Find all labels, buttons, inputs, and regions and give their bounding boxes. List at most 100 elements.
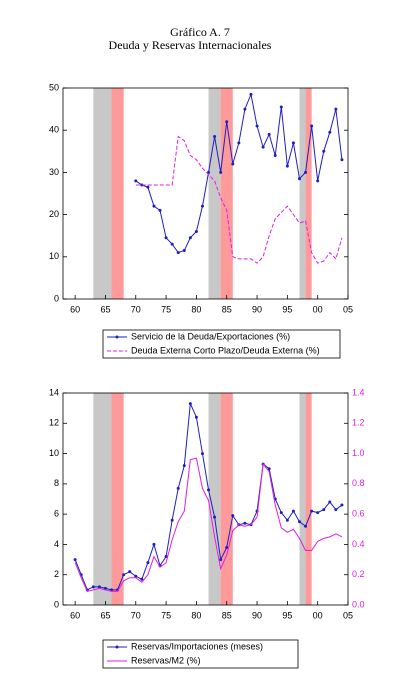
series-line bbox=[74, 457, 343, 592]
y-tick-label: 14 bbox=[49, 387, 59, 397]
y-tick-label: 50 bbox=[49, 82, 59, 92]
series-line bbox=[135, 135, 343, 264]
y2-tick-label: 0.6 bbox=[352, 509, 365, 519]
legend-marker bbox=[115, 335, 119, 339]
y-tick-label: 40 bbox=[49, 125, 59, 135]
series-marker bbox=[225, 545, 229, 549]
series-marker bbox=[310, 124, 314, 128]
y2-tick-label: 0.8 bbox=[352, 478, 365, 488]
series-marker bbox=[176, 251, 180, 255]
x-tick-label: 90 bbox=[252, 304, 262, 314]
series-marker bbox=[291, 141, 295, 145]
chart-title: Gráfico A. 7 bbox=[170, 25, 230, 39]
series-marker bbox=[194, 229, 198, 233]
shaded-period bbox=[299, 88, 306, 299]
y-tick-label: 10 bbox=[49, 251, 59, 261]
x-tick-label: 60 bbox=[70, 304, 80, 314]
legend-label: Reservas/Importaciones (meses) bbox=[131, 641, 263, 651]
shaded-period bbox=[93, 88, 112, 299]
x-tick-label: 80 bbox=[191, 304, 201, 314]
series-marker bbox=[285, 518, 289, 522]
x-tick-label: 75 bbox=[161, 610, 171, 620]
y2-tick-label: 1.0 bbox=[352, 448, 365, 458]
series-marker bbox=[219, 558, 223, 562]
series-marker bbox=[225, 120, 229, 124]
x-tick-label: 70 bbox=[131, 610, 141, 620]
legend-label: Reservas/M2 (%) bbox=[131, 655, 201, 665]
x-tick-label: 85 bbox=[222, 304, 232, 314]
shaded-period bbox=[305, 88, 312, 299]
x-tick-label: 90 bbox=[252, 610, 262, 620]
shaded-period bbox=[93, 393, 112, 605]
y2-tick-label: 1.4 bbox=[352, 387, 365, 397]
series-marker bbox=[334, 508, 338, 512]
y-tick-label: 10 bbox=[49, 448, 59, 458]
series-marker bbox=[328, 130, 332, 134]
series-marker bbox=[188, 236, 192, 240]
x-tick-label: 85 bbox=[222, 610, 232, 620]
y-tick-label: 0 bbox=[54, 293, 59, 303]
series-marker bbox=[316, 511, 320, 515]
legend-box bbox=[102, 639, 299, 669]
x-tick-label: 05 bbox=[343, 610, 353, 620]
y-tick-label: 0 bbox=[54, 599, 59, 609]
legend-label: Deuda Externa Corto Plazo/Deuda Externa … bbox=[131, 345, 320, 355]
series-marker bbox=[310, 509, 314, 513]
series-marker bbox=[200, 452, 204, 456]
series-marker bbox=[279, 511, 283, 515]
series-marker bbox=[146, 561, 150, 565]
series-marker bbox=[255, 124, 259, 128]
x-tick-label: 75 bbox=[161, 304, 171, 314]
plot-frame bbox=[62, 392, 349, 606]
y-tick-label: 20 bbox=[49, 209, 59, 219]
y-tick-label: 2 bbox=[54, 569, 59, 579]
series-marker bbox=[267, 467, 271, 471]
x-tick-label: 65 bbox=[100, 304, 110, 314]
shaded-period bbox=[208, 88, 221, 299]
x-tick-label: 05 bbox=[343, 304, 353, 314]
series-marker bbox=[322, 508, 326, 512]
series-marker bbox=[170, 518, 174, 522]
series-marker bbox=[334, 107, 338, 111]
series-marker bbox=[134, 574, 138, 578]
series-marker bbox=[110, 588, 114, 592]
series-marker bbox=[213, 135, 217, 139]
series-marker bbox=[322, 149, 326, 153]
shaded-period bbox=[299, 393, 306, 605]
series-marker bbox=[285, 164, 289, 168]
series-marker bbox=[146, 185, 150, 189]
series-marker bbox=[170, 242, 174, 246]
y-tick-label: 12 bbox=[49, 418, 59, 428]
x-tick-label: 80 bbox=[191, 610, 201, 620]
series-marker bbox=[273, 154, 277, 158]
series-marker bbox=[200, 204, 204, 208]
y2-tick-label: 0.4 bbox=[352, 539, 365, 549]
shaded-period bbox=[111, 88, 124, 299]
shaded-period bbox=[220, 88, 233, 299]
series-marker bbox=[164, 236, 168, 240]
y2-tick-label: 0.0 bbox=[352, 599, 365, 609]
chart-subtitle: Deuda y Reservas Internacionales bbox=[109, 38, 272, 52]
y-tick-label: 6 bbox=[54, 509, 59, 519]
series-marker bbox=[91, 585, 95, 589]
series-marker bbox=[279, 105, 283, 109]
series-marker bbox=[231, 514, 235, 518]
series-marker bbox=[316, 179, 320, 183]
y-tick-label: 8 bbox=[54, 478, 59, 488]
series-marker bbox=[231, 162, 235, 166]
series-marker bbox=[134, 179, 138, 183]
series-marker bbox=[128, 570, 132, 574]
series-marker bbox=[304, 524, 308, 528]
series-marker bbox=[261, 145, 265, 149]
x-tick-label: 95 bbox=[282, 304, 292, 314]
plot-frame bbox=[62, 87, 349, 300]
x-tick-label: 70 bbox=[131, 304, 141, 314]
y2-tick-label: 1.2 bbox=[352, 418, 365, 428]
x-tick-label: 95 bbox=[282, 610, 292, 620]
series-marker bbox=[152, 204, 156, 208]
series-marker bbox=[158, 208, 162, 212]
series-marker bbox=[340, 158, 344, 162]
x-tick-label: 60 bbox=[70, 610, 80, 620]
series-marker bbox=[140, 577, 144, 581]
